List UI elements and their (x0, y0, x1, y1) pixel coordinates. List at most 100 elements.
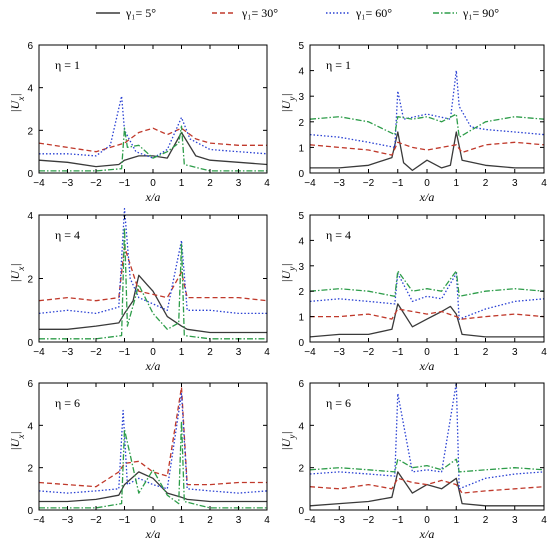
x-tick-label: −1 (392, 178, 404, 189)
y-tick-label: 4 (298, 67, 304, 78)
y-tick-label: 0 (27, 338, 33, 349)
y-tick-label: 0 (298, 338, 304, 349)
x-tick-label: −3 (62, 347, 74, 358)
y-tick-label: 2 (298, 287, 304, 298)
series-line-3-3 (309, 270, 545, 297)
series-line-4-2 (38, 392, 268, 494)
series-line-2-0 (39, 274, 267, 334)
y-axis-label: |Ux| (8, 431, 26, 450)
panel-1: −4 −3 −2 −1 0 1 2 3 4 0 1 2 3 4 5 x/a |Uy| η = 1 (279, 41, 547, 204)
x-tick-label: 3 (236, 347, 242, 358)
series-line-5-3 (309, 458, 545, 473)
series-line-4-1 (38, 386, 267, 488)
x-tick-label: 1 (453, 515, 459, 526)
panel-title: η = 6 (55, 396, 80, 410)
x-tick-label: −3 (334, 515, 346, 526)
y-tick-label: 4 (298, 236, 304, 247)
panels: −4 −3 −2 −1 0 1 2 3 4 0 2 4 6 x/a |Ux| η = 1 −4 −3 −2 −1 0 1 2… (8, 41, 547, 541)
series-line-0-2 (39, 95, 268, 159)
x-tick-label: −2 (363, 347, 375, 358)
series-line-1-2 (309, 69, 545, 149)
panel-title: η = 1 (326, 58, 351, 72)
y-tick-label: 3 (298, 92, 304, 103)
x-tick-label: 4 (264, 178, 270, 189)
y-tick-label: 6 (27, 41, 33, 52)
x-tick-label: 4 (264, 347, 270, 358)
y-tick-label: 2 (27, 275, 33, 286)
y-tick-label: 2 (298, 464, 304, 475)
x-tick-label: 2 (207, 178, 213, 189)
y-tick-label: 2 (298, 118, 304, 129)
series-line-5-2 (309, 382, 545, 490)
x-tick-label: 0 (424, 515, 430, 526)
series-line-1-3 (309, 113, 545, 138)
series-line-2-1 (38, 246, 268, 302)
x-tick-label: −3 (62, 178, 74, 189)
x-tick-label: −2 (363, 515, 375, 526)
x-tick-label: 2 (483, 178, 489, 189)
y-tick-label: 0 (298, 506, 304, 517)
x-tick-label: 1 (179, 515, 185, 526)
y-axis-label: |Uy| (279, 431, 297, 450)
x-tick-label: −2 (90, 515, 102, 526)
legend-label-3: γ₁= 90° (462, 6, 499, 20)
panel-4: −4 −3 −2 −1 0 1 2 3 4 0 2 4 6 x/a |Ux| η = 6 (8, 379, 270, 541)
series-line-3-0 (309, 303, 544, 338)
series-line-5-1 (309, 477, 545, 494)
series-line-4-0 (39, 471, 267, 503)
x-tick-label: −1 (119, 515, 131, 526)
series-line-2-3 (39, 227, 267, 340)
legend-label-1: γ₁= 30° (241, 6, 278, 20)
x-tick-label: −1 (392, 515, 404, 526)
y-axis-label: |Uy| (279, 93, 297, 112)
y-tick-label: 2 (27, 126, 33, 137)
y-tick-label: 1 (298, 313, 304, 324)
y-tick-label: 4 (27, 421, 33, 432)
y-tick-label: 4 (27, 211, 33, 222)
series-line-2-2 (38, 208, 267, 315)
series-line-1-1 (309, 141, 545, 156)
y-tick-label: 0 (27, 506, 33, 517)
y-axis-label: |Uy| (279, 263, 297, 282)
x-tick-label: −2 (90, 178, 102, 189)
x-tick-label: −1 (119, 347, 131, 358)
x-axis-label: x/a (419, 359, 435, 373)
legend: γ₁= 5° γ₁= 30° γ₁= 60° γ₁= 90° (96, 6, 499, 20)
y-tick-label: 0 (27, 169, 33, 180)
series-line-3-1 (310, 308, 545, 320)
series-line-3-2 (309, 272, 545, 320)
y-axis-label: |Ux| (8, 263, 26, 282)
x-axis-label: x/a (419, 190, 435, 204)
x-tick-label: 4 (541, 515, 547, 526)
x-tick-label: 3 (236, 515, 242, 526)
x-tick-label: −1 (392, 347, 404, 358)
y-tick-label: 6 (298, 379, 304, 390)
x-tick-label: 0 (150, 347, 156, 358)
y-tick-label: 1 (298, 143, 304, 154)
series-line-4-3 (39, 420, 267, 509)
panel-0: −4 −3 −2 −1 0 1 2 3 4 0 2 4 6 x/a |Ux| η = 1 (8, 41, 270, 204)
x-tick-label: −3 (334, 347, 346, 358)
series-line-0-1 (38, 127, 267, 153)
x-tick-label: 3 (512, 515, 518, 526)
x-tick-label: 4 (264, 515, 270, 526)
x-tick-label: 1 (179, 347, 185, 358)
x-tick-label: 1 (453, 178, 459, 189)
y-axis-label: |Ux| (8, 93, 26, 112)
x-tick-label: 2 (483, 515, 489, 526)
y-tick-label: 4 (27, 84, 33, 95)
x-tick-label: −3 (62, 515, 74, 526)
y-tick-label: 0 (298, 169, 304, 180)
x-tick-label: −2 (90, 347, 102, 358)
x-tick-label: −4 (33, 515, 45, 526)
x-tick-label: −4 (33, 178, 45, 189)
y-tick-label: 5 (298, 211, 304, 222)
legend-label-0: γ₁= 5° (125, 6, 156, 20)
x-tick-label: 2 (207, 347, 213, 358)
x-tick-label: 0 (424, 178, 430, 189)
y-tick-label: 5 (298, 41, 304, 52)
x-tick-label: −2 (363, 178, 375, 189)
y-tick-label: 4 (298, 421, 304, 432)
x-tick-label: 3 (512, 178, 518, 189)
